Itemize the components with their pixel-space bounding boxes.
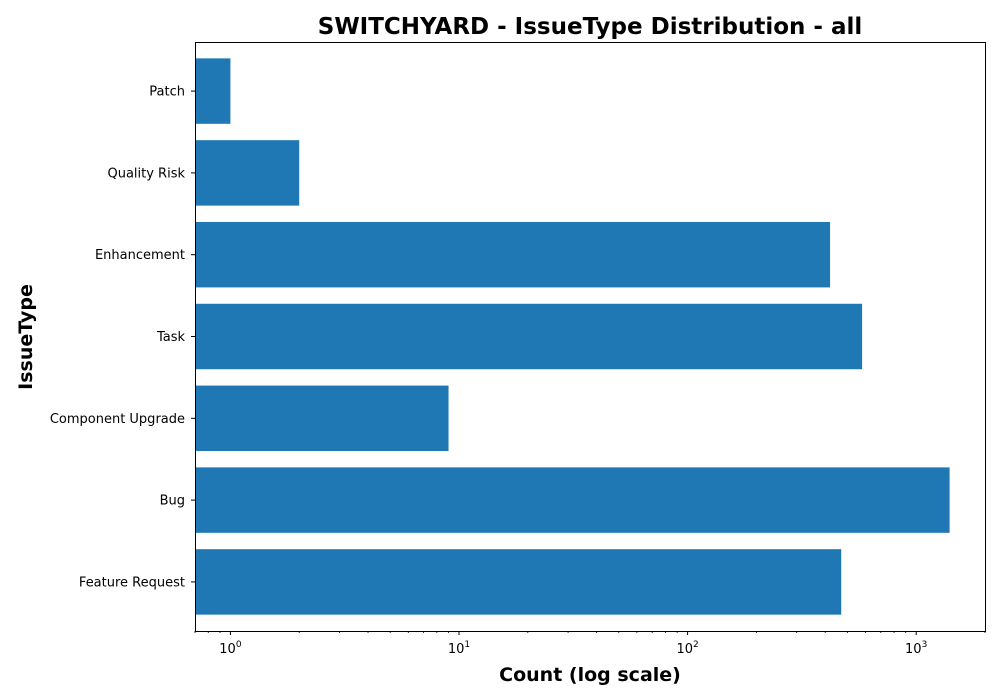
bar-quality-risk bbox=[195, 140, 300, 206]
x-tick-label: 101 bbox=[448, 640, 470, 657]
axis-ticks: Feature Request Bug Component Upgrade Task E… bbox=[50, 85, 986, 657]
bar-enhancement bbox=[195, 221, 831, 288]
y-tick-label: Quality Risk bbox=[107, 166, 185, 181]
plot-area-frame bbox=[195, 42, 986, 632]
x-tick-label: 102 bbox=[676, 640, 698, 657]
x-tick-label: 100 bbox=[219, 640, 242, 657]
y-tick-label: Enhancement bbox=[95, 248, 185, 263]
y-tick-label: Task bbox=[156, 330, 186, 345]
bar-bug bbox=[195, 467, 950, 533]
y-tick-label: Bug bbox=[160, 494, 185, 509]
x-tick-label: 103 bbox=[905, 640, 927, 657]
chart-title: SWITCHYARD - IssueType Distribution - al… bbox=[318, 14, 863, 40]
bars bbox=[195, 58, 950, 615]
y-axis-label: IssueType bbox=[15, 284, 37, 390]
bar-task bbox=[195, 303, 863, 370]
bar-component-upgrade bbox=[195, 385, 449, 452]
y-tick-label: Patch bbox=[149, 85, 185, 100]
y-tick-label: Component Upgrade bbox=[50, 412, 185, 427]
bar-patch bbox=[195, 58, 231, 124]
x-axis-label: Count (log scale) bbox=[499, 664, 681, 686]
y-tick-label: Feature Request bbox=[79, 575, 185, 590]
bar-feature-request bbox=[195, 549, 842, 615]
